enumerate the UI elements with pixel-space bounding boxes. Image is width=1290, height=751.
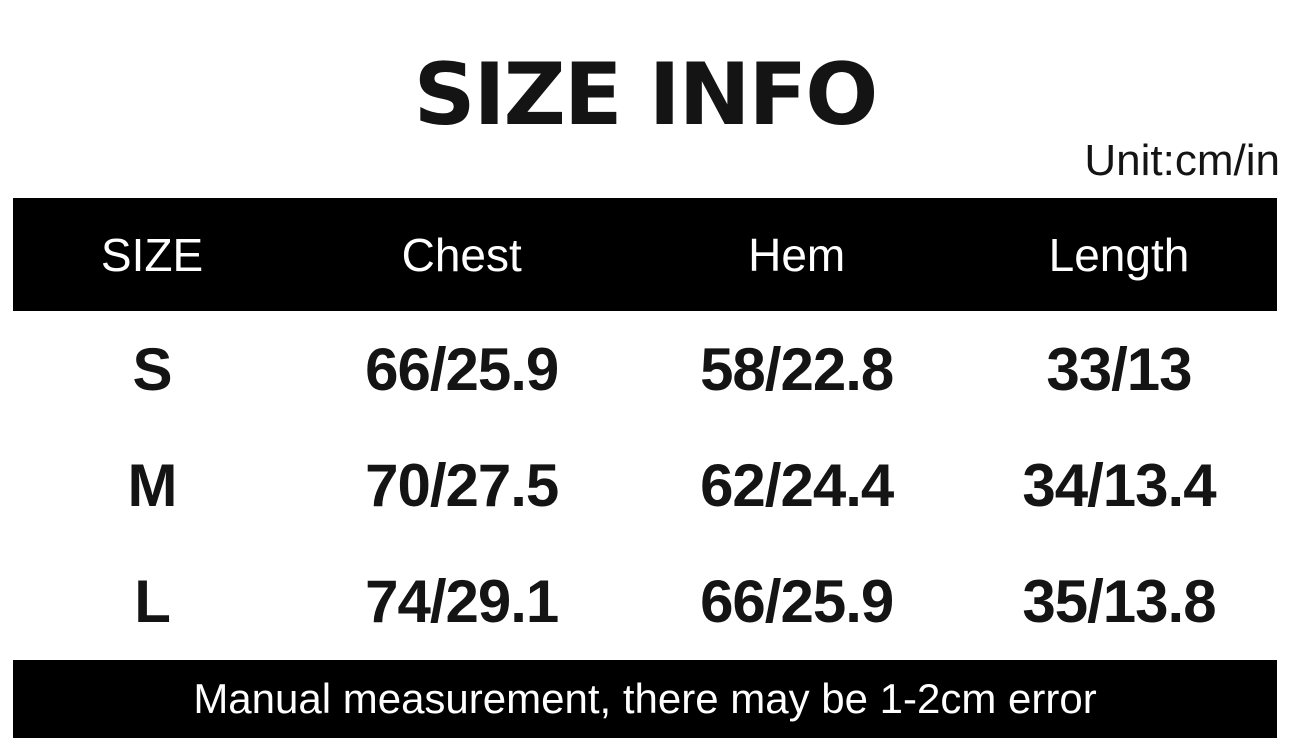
table-row: S 66/25.9 58/22.8 33/13 (13, 311, 1277, 427)
column-header-chest: Chest (401, 228, 522, 281)
cell-size-s: S (132, 335, 173, 403)
footer-note-text: Manual measurement, there may be 1-2cm e… (193, 675, 1097, 722)
cell-chest-m: 70/27.5 (365, 451, 559, 519)
table-row: M 70/27.5 62/24.4 34/13.4 (13, 427, 1277, 543)
cell-hem-s: 58/22.8 (700, 335, 894, 403)
cell-length-s: 33/13 (1046, 335, 1192, 403)
table-row: L 74/29.1 66/25.9 35/13.8 (13, 544, 1277, 660)
table-body: S 66/25.9 58/22.8 33/13 M 70/27.5 62/24.… (13, 311, 1277, 660)
cell-chest-l: 74/29.1 (365, 568, 559, 636)
page-title: SIZE INFO (413, 45, 879, 145)
table-header: SIZE Chest Hem Length (13, 198, 1277, 311)
cell-length-l: 35/13.8 (1022, 568, 1216, 636)
cell-length-m: 34/13.4 (1022, 451, 1216, 519)
column-header-length: Length (1048, 228, 1190, 281)
cell-size-l: L (134, 568, 171, 636)
cell-size-m: M (127, 451, 178, 519)
footer-note-bar: Manual measurement, there may be 1-2cm e… (13, 660, 1277, 738)
cell-chest-s: 66/25.9 (365, 335, 559, 403)
column-header-hem: Hem (748, 228, 846, 281)
column-header-size: SIZE (100, 228, 204, 281)
cell-hem-m: 62/24.4 (700, 451, 894, 519)
cell-hem-l: 66/25.9 (700, 568, 894, 636)
unit-label: Unit:cm/in (1084, 136, 1280, 185)
